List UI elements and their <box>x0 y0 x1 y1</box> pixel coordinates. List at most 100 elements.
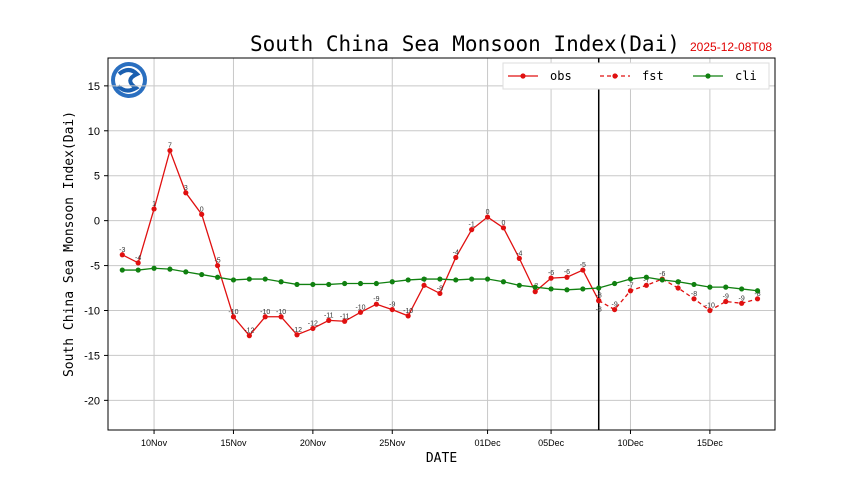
obs-point <box>373 301 379 307</box>
obs-data-label: -6 <box>548 270 554 277</box>
obs-point <box>389 306 395 313</box>
cli-point <box>373 280 379 287</box>
cli-point <box>310 281 316 288</box>
fst-point <box>627 288 634 294</box>
cli-point <box>627 276 634 282</box>
x-tick-label: 15Nov <box>220 438 247 448</box>
obs-point <box>278 314 284 320</box>
obs-point <box>310 325 316 332</box>
obs-data-label: -4 <box>516 250 522 257</box>
cli-point <box>437 276 443 282</box>
cli-point <box>643 274 649 280</box>
fst-data-label: -9 <box>739 295 745 302</box>
cli-point <box>342 280 348 287</box>
obs-point <box>357 309 364 315</box>
fst-point <box>723 298 729 305</box>
fst-point <box>754 296 761 302</box>
obs-data-label: -10 <box>260 309 270 316</box>
obs-point <box>342 318 348 324</box>
obs-data-label: 0 <box>486 209 490 216</box>
cli-point <box>516 282 522 288</box>
obs-data-label: -11 <box>340 313 350 320</box>
fst-point <box>612 306 618 313</box>
legend-fst-label: fst <box>642 69 664 83</box>
cli-point <box>675 279 681 285</box>
fst-data-label: -8 <box>691 291 697 298</box>
cli-point <box>659 277 665 283</box>
x-tick-label: 20Nov <box>300 438 327 448</box>
y-axis-label: South China Sea Monsoon Index(Dai) <box>62 111 77 377</box>
fst-point <box>675 285 681 291</box>
cli-point <box>357 280 364 287</box>
obs-data-label: 0 <box>501 220 505 227</box>
x-tick-label: 10Nov <box>141 438 168 448</box>
legend-fst-marker <box>612 73 618 79</box>
fst-point <box>739 300 745 306</box>
cli-point <box>469 276 475 282</box>
x-tick-label: 15Dec <box>697 438 724 448</box>
obs-point <box>167 147 173 154</box>
cli-point <box>230 277 237 283</box>
legend-cli-marker <box>705 73 711 79</box>
obs-data-label: -9 <box>389 302 395 309</box>
legend-obs-marker <box>520 73 526 79</box>
obs-data-label: -10 <box>403 308 413 315</box>
y-tick-label: -10 <box>84 305 100 317</box>
cli-point <box>119 267 125 273</box>
cli-point <box>500 279 507 285</box>
obs-data-label: -4 <box>453 249 459 256</box>
obs-point <box>230 314 237 320</box>
cli-point <box>262 276 268 282</box>
fst-data-label: -9 <box>723 294 729 301</box>
cli-point <box>167 266 173 272</box>
obs-point <box>246 333 252 339</box>
logo-icon <box>111 62 147 98</box>
legend: obs fst cli <box>502 62 770 90</box>
cli-point <box>580 286 586 292</box>
cli-point <box>707 284 713 290</box>
plot-frame <box>107 57 776 431</box>
legend-cli-label: cli <box>735 69 757 83</box>
cli-point <box>183 269 189 275</box>
fst-data-label: -6 <box>659 271 665 278</box>
y-tick-label: -15 <box>84 350 100 362</box>
y-tick-label: 10 <box>88 126 100 138</box>
obs-data-label: 0 <box>200 206 204 213</box>
obs-data-label: -5 <box>580 262 586 269</box>
obs-point <box>119 252 125 258</box>
cli-point <box>548 286 554 292</box>
obs-data-label: -12 <box>308 320 318 327</box>
obs-point <box>262 314 268 320</box>
x-tick-label: 10Dec <box>617 438 644 448</box>
fst-data-label: -7 <box>643 277 649 284</box>
obs-point <box>469 227 475 233</box>
obs-point <box>500 225 507 231</box>
y-tick-label: -20 <box>84 395 100 407</box>
obs-data-label: -12 <box>244 328 254 335</box>
obs-point <box>326 317 332 323</box>
chart-title: South China Sea Monsoon Index(Dai) <box>250 32 680 56</box>
cli-point <box>532 284 538 290</box>
fst-point <box>707 307 713 314</box>
fst-data-label: -8 <box>596 307 602 314</box>
obs-data-label: -8 <box>596 293 602 300</box>
fst-point <box>691 296 697 302</box>
cli-point <box>453 277 459 283</box>
cli-point <box>389 279 395 285</box>
cli-point <box>151 265 157 271</box>
obs-point <box>405 313 411 319</box>
fst-data-label: -10 <box>705 302 715 309</box>
x-tick-label: 05Dec <box>538 438 565 448</box>
obs-point <box>532 289 538 295</box>
obs-data-label: -10 <box>276 309 286 316</box>
cli-point <box>723 284 729 290</box>
cli-point <box>405 277 411 283</box>
x-axis-label: DATE <box>426 451 457 466</box>
y-tick-label: -5 <box>90 261 100 273</box>
obs-point <box>516 255 522 261</box>
obs-point <box>183 190 189 196</box>
obs-point <box>199 211 205 217</box>
y-tick-label: 15 <box>88 81 100 93</box>
obs-data-label: -9 <box>373 296 379 303</box>
